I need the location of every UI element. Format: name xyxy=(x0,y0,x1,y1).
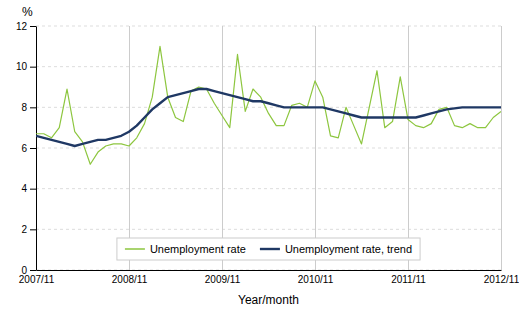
grid-line xyxy=(36,107,501,108)
y-tick-label: 12 xyxy=(16,21,28,32)
y-tick-line xyxy=(30,26,36,27)
x-tick-label: 2009/11 xyxy=(205,274,241,285)
x-tick-label: 2012/11 xyxy=(484,274,519,285)
x-tick-label: 2011/11 xyxy=(391,274,426,285)
x-tick-label: 2008/11 xyxy=(112,274,148,285)
y-tick-line xyxy=(30,148,36,149)
grid-line xyxy=(36,270,501,271)
legend-swatch xyxy=(125,248,145,250)
y-tick-line xyxy=(30,229,36,230)
y-tick-label: 4 xyxy=(21,183,27,194)
y-axis-line xyxy=(36,27,37,271)
grid-line xyxy=(36,188,501,189)
y-tick-line xyxy=(30,67,36,68)
x-tick-line xyxy=(501,26,502,270)
series-line xyxy=(36,89,501,146)
x-tick: 2012/11 xyxy=(484,26,519,285)
grid-line xyxy=(36,148,501,149)
legend-item: Unemployment rate, trend xyxy=(260,243,412,255)
x-axis-line xyxy=(37,270,502,271)
chart-container: 2007/11 2008/11 2009/11 2010/11 2011/11 2012/… xyxy=(0,0,519,312)
y-tick-line xyxy=(30,189,36,190)
y-tick: 2 xyxy=(21,224,36,235)
x-tick-line xyxy=(315,26,316,270)
y-tick-label: 8 xyxy=(21,102,27,113)
legend-item: Unemployment rate xyxy=(125,243,246,255)
y-axis: 0 2 4 6 8 10 12 xyxy=(16,21,37,276)
y-tick: 6 xyxy=(21,143,36,154)
legend-label: Unemployment rate xyxy=(150,243,246,255)
y-tick: 8 xyxy=(21,102,36,113)
legend-box xyxy=(117,238,420,260)
series-line xyxy=(36,46,501,164)
y-tick-line xyxy=(30,270,36,271)
y-grid xyxy=(36,26,501,270)
x-axis: 2007/11 2008/11 2009/11 2010/11 2011/11 2012/… xyxy=(19,26,519,285)
y-tick: 0 xyxy=(21,265,36,276)
x-tick-line xyxy=(36,26,37,270)
grid-line xyxy=(36,229,501,230)
y-tick-label: 6 xyxy=(21,143,27,154)
y-tick-label: 2 xyxy=(21,224,27,235)
y-tick: 4 xyxy=(21,183,36,194)
x-tick-label: 2007/11 xyxy=(19,274,55,285)
lines xyxy=(36,46,501,164)
y-tick: 10 xyxy=(16,61,36,72)
y-tick-line xyxy=(30,107,36,108)
plot-area: 2007/11 2008/11 2009/11 2010/11 2011/11 2012/… xyxy=(16,21,519,285)
grid-line xyxy=(36,66,501,67)
grid-line xyxy=(36,26,501,27)
x-tick-line xyxy=(408,26,409,270)
y-tick: 12 xyxy=(16,21,36,32)
chart-svg: 2007/11 2008/11 2009/11 2010/11 2011/11 2012/… xyxy=(0,0,519,312)
y-axis-title: % xyxy=(22,5,33,19)
x-tick-line xyxy=(129,26,130,270)
x-axis-title: Year/month xyxy=(238,293,299,307)
legend-label: Unemployment rate, trend xyxy=(285,243,412,255)
x-tick-line xyxy=(222,26,223,270)
legend: Unemployment rate Unemployment rate, tren… xyxy=(117,238,420,260)
y-tick-label: 0 xyxy=(21,265,27,276)
y-tick-label: 10 xyxy=(16,61,28,72)
legend-swatch xyxy=(260,248,280,250)
x-tick-label: 2010/11 xyxy=(298,274,334,285)
